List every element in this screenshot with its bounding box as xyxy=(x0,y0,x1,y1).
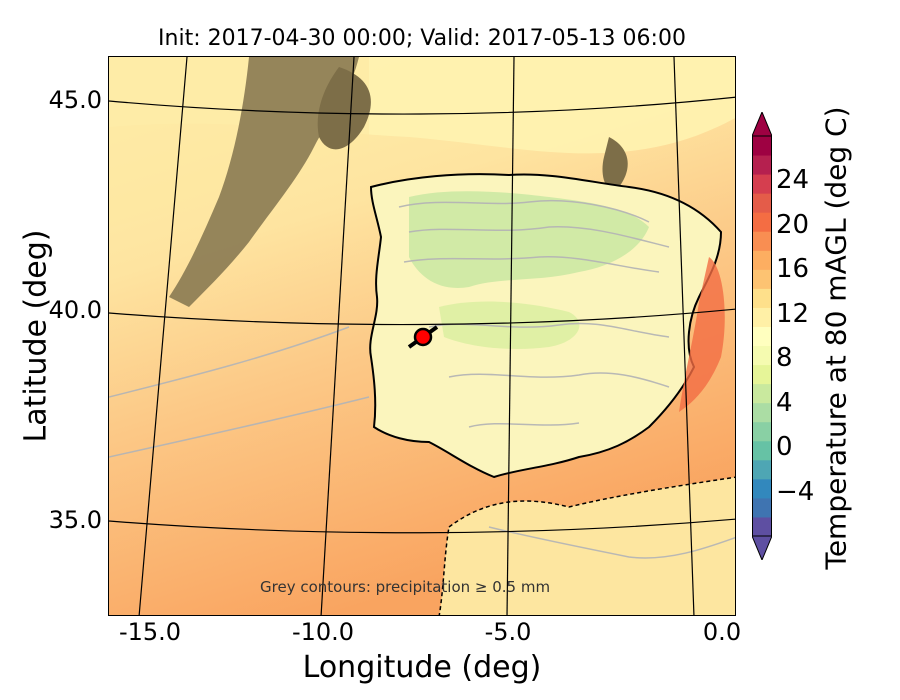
colorbar-segment xyxy=(752,231,772,251)
colorbar-segment xyxy=(752,307,772,327)
ytick-3: 35.0 xyxy=(48,506,102,534)
colorbar-segment xyxy=(752,421,772,442)
gridline-lon-10 xyxy=(320,57,355,615)
colorbar-tick-label: −4 xyxy=(776,476,815,507)
y-axis-label: Latitude (deg) xyxy=(18,229,54,443)
colorbar-segment xyxy=(752,269,772,289)
colorbar-segment xyxy=(752,497,772,518)
gridline-lat-45 xyxy=(109,96,735,115)
colorbar-tick-label: 24 xyxy=(776,165,810,196)
colorbar-segment xyxy=(752,288,772,308)
french-terrain xyxy=(169,57,359,307)
xtick-2: -10.0 xyxy=(291,618,355,646)
gridline-lon-5 xyxy=(506,57,515,615)
gridline-lon-0 xyxy=(673,57,695,615)
colorbar-label: Temperature at 80 mAGL (deg C) xyxy=(819,106,853,570)
colorbar-segment xyxy=(752,345,772,366)
colorbar xyxy=(752,112,772,560)
xtick-3: -5.0 xyxy=(484,618,532,646)
precip-annotation: Grey contours: precipitation ≥ 0.5 mm xyxy=(260,578,551,596)
map-svg xyxy=(109,57,735,615)
colorbar-segment xyxy=(752,212,772,232)
colorbar-tick-label: 0 xyxy=(776,432,793,463)
colorbar-tick-label: 8 xyxy=(776,343,793,374)
colorbar-min-extend xyxy=(752,535,772,560)
colorbar-segment xyxy=(752,193,772,213)
colorbar-tick-label: 16 xyxy=(776,254,810,285)
colorbar-segment xyxy=(752,364,772,385)
colorbar-segment xyxy=(752,250,772,270)
colorbar-segment xyxy=(752,402,772,423)
graticule xyxy=(109,57,735,615)
french-massif xyxy=(317,67,371,150)
colorbar-segment xyxy=(752,174,772,194)
southern-meseta xyxy=(439,301,580,349)
gridline-lon-15 xyxy=(138,57,188,615)
xtick-1: -15.0 xyxy=(118,618,182,646)
x-axis-label: Longitude (deg) xyxy=(302,650,542,685)
colorbar-segment xyxy=(752,326,772,347)
xtick-4: 0.0 xyxy=(702,618,742,646)
north-africa xyxy=(438,476,735,615)
northern-meseta xyxy=(409,191,649,288)
colorbar-tick-label: 12 xyxy=(776,298,810,329)
colorbar-tick-label: 20 xyxy=(776,209,810,240)
ytick-1: 45.0 xyxy=(48,86,102,114)
colorbar-tick-label: 4 xyxy=(776,387,793,418)
ytick-2: 40.0 xyxy=(48,296,102,324)
east-coast-warm xyxy=(679,257,725,412)
colorbar-segment xyxy=(752,440,772,461)
colorbar-segment xyxy=(752,516,772,537)
plot-title: Init: 2017-04-30 00:00; Valid: 2017-05-1… xyxy=(158,26,686,51)
alpine-terrain xyxy=(602,137,628,190)
colorbar-segment xyxy=(752,136,772,156)
gridline-lat-40 xyxy=(109,308,735,326)
colorbar-segment xyxy=(752,383,772,404)
location-marker[interactable] xyxy=(413,327,433,347)
colorbar-frame xyxy=(752,135,772,537)
colorbar-max-extend xyxy=(752,112,772,137)
colorbar-segment xyxy=(752,459,772,480)
map-panel[interactable] xyxy=(108,56,736,616)
gridline-lat-35 xyxy=(109,518,735,534)
precipitation-contours xyxy=(109,199,735,559)
colorbar-segment xyxy=(752,155,772,175)
colorbar-segment xyxy=(752,478,772,499)
